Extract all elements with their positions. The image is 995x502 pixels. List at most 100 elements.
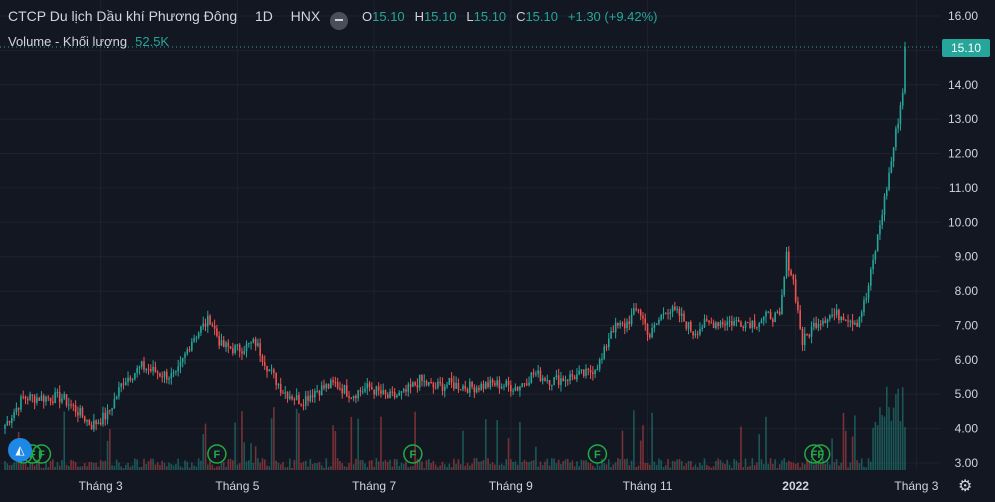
candle[interactable]: [250, 342, 252, 344]
candle[interactable]: [603, 346, 606, 359]
candle[interactable]: [270, 369, 273, 371]
candle[interactable]: [357, 390, 359, 399]
candle[interactable]: [402, 389, 405, 392]
candle[interactable]: [801, 328, 804, 346]
candle[interactable]: [161, 376, 164, 378]
candle[interactable]: [619, 323, 621, 326]
candle[interactable]: [195, 337, 198, 339]
candle[interactable]: [104, 412, 107, 420]
candle[interactable]: [366, 383, 369, 389]
candle[interactable]: [598, 359, 601, 369]
candle[interactable]: [617, 322, 619, 326]
candle[interactable]: [432, 382, 435, 388]
candle[interactable]: [177, 366, 179, 372]
candle[interactable]: [129, 377, 132, 381]
candle[interactable]: [637, 309, 640, 311]
candle[interactable]: [42, 395, 45, 402]
candle[interactable]: [569, 374, 571, 381]
candle[interactable]: [291, 396, 293, 400]
candle[interactable]: [170, 372, 173, 379]
candle[interactable]: [275, 372, 277, 385]
candle[interactable]: [168, 378, 170, 380]
candle[interactable]: [102, 412, 104, 425]
candle[interactable]: [152, 366, 154, 371]
candle[interactable]: [65, 394, 68, 406]
candle[interactable]: [400, 391, 403, 393]
candle[interactable]: [473, 386, 476, 393]
candle[interactable]: [266, 366, 268, 372]
candle[interactable]: [396, 395, 398, 398]
candle[interactable]: [70, 404, 72, 406]
candle[interactable]: [72, 404, 75, 406]
candle[interactable]: [143, 361, 145, 370]
candle[interactable]: [202, 323, 205, 327]
candle[interactable]: [847, 320, 849, 322]
candle[interactable]: [90, 424, 93, 430]
candle[interactable]: [772, 319, 774, 322]
candle[interactable]: [359, 390, 362, 392]
candle[interactable]: [541, 378, 544, 381]
candle[interactable]: [466, 388, 469, 393]
candle[interactable]: [870, 269, 872, 286]
candle[interactable]: [635, 308, 637, 310]
candle[interactable]: [551, 384, 553, 386]
candle[interactable]: [721, 322, 724, 325]
candle[interactable]: [482, 383, 485, 389]
candle[interactable]: [525, 383, 528, 386]
candle[interactable]: [856, 322, 858, 327]
candle[interactable]: [99, 422, 102, 425]
candle[interactable]: [562, 378, 565, 381]
candle[interactable]: [352, 395, 355, 399]
candle[interactable]: [842, 316, 845, 321]
candle[interactable]: [371, 387, 373, 390]
candle[interactable]: [279, 383, 282, 393]
candle[interactable]: [38, 397, 40, 401]
candle[interactable]: [655, 323, 658, 325]
candle[interactable]: [753, 320, 756, 327]
candle[interactable]: [726, 321, 729, 326]
candle[interactable]: [229, 346, 232, 349]
candle[interactable]: [373, 389, 375, 395]
candle[interactable]: [172, 372, 175, 374]
candle[interactable]: [484, 382, 487, 389]
candle[interactable]: [150, 369, 152, 371]
candle[interactable]: [469, 381, 471, 393]
candle[interactable]: [204, 323, 207, 327]
candle[interactable]: [496, 380, 498, 386]
candle[interactable]: [361, 391, 364, 393]
candle[interactable]: [26, 398, 29, 401]
candle[interactable]: [844, 320, 847, 322]
candle[interactable]: [257, 343, 259, 346]
candle[interactable]: [97, 422, 100, 425]
candle[interactable]: [731, 321, 733, 326]
candle[interactable]: [450, 378, 453, 383]
candle[interactable]: [74, 405, 77, 413]
interval-label[interactable]: 1D: [254, 8, 273, 24]
candle[interactable]: [93, 420, 95, 430]
candle[interactable]: [441, 383, 444, 391]
candle[interactable]: [503, 386, 505, 388]
candle[interactable]: [854, 322, 856, 325]
candle[interactable]: [803, 333, 806, 346]
candle[interactable]: [819, 323, 822, 325]
candle[interactable]: [54, 392, 56, 404]
candle[interactable]: [252, 339, 255, 343]
candle[interactable]: [639, 310, 642, 316]
candle[interactable]: [867, 285, 870, 299]
candle[interactable]: [737, 320, 740, 323]
candle[interactable]: [111, 408, 113, 411]
candle[interactable]: [213, 325, 216, 329]
candle[interactable]: [309, 395, 312, 401]
candle[interactable]: [136, 367, 138, 373]
candle[interactable]: [767, 311, 770, 313]
event-marker[interactable]: [804, 444, 824, 464]
candle[interactable]: [236, 344, 239, 346]
candle[interactable]: [225, 342, 227, 348]
candle[interactable]: [794, 279, 797, 302]
candle[interactable]: [523, 383, 526, 385]
candle[interactable]: [455, 382, 457, 389]
candle[interactable]: [822, 320, 824, 325]
candle[interactable]: [63, 394, 66, 399]
candle[interactable]: [211, 324, 214, 326]
